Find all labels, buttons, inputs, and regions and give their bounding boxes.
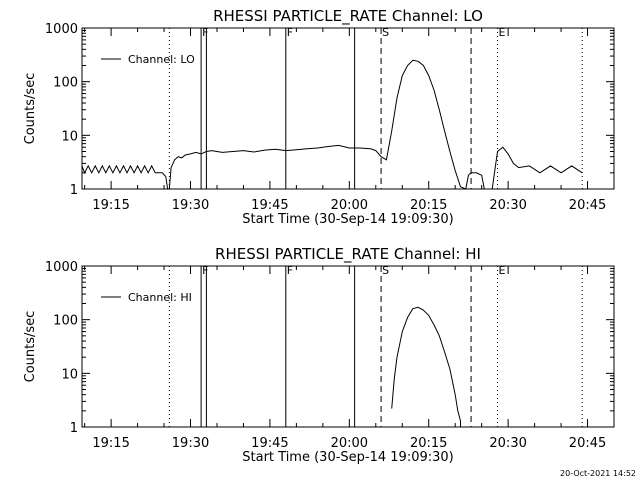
event-marker-label: S	[382, 26, 389, 39]
event-marker-label: F	[287, 264, 293, 277]
x-tick-label: 20:45	[569, 198, 606, 213]
event-marker-label: E	[499, 26, 506, 39]
chart-title: RHESSI PARTICLE_RATE Channel: LO	[213, 7, 483, 26]
event-marker-label: S	[382, 264, 389, 277]
x-tick-label: 20:00	[331, 198, 368, 213]
y-tick-label: 1	[70, 421, 78, 436]
x-tick-label: 19:45	[251, 198, 288, 213]
y-tick-label: 1	[70, 183, 78, 198]
chart-panel-1: RHESSI PARTICLE_RATE Channel: LO Start Ti…	[23, 7, 615, 227]
x-tick-label: 20:30	[489, 436, 526, 451]
y-axis-label: Counts/sec	[23, 311, 38, 383]
legend-entry: Channel: LO	[128, 53, 195, 66]
x-tick-label: 19:15	[92, 198, 129, 213]
x-tick-label: 20:00	[331, 436, 368, 451]
y-tick-label: 1000	[45, 260, 78, 275]
event-marker-label: F	[202, 26, 208, 39]
timestamp: 20-Oct-2021 14:52	[560, 469, 636, 478]
series-line	[391, 306, 461, 427]
plot-frame	[81, 27, 615, 190]
y-tick-label: 1000	[45, 22, 78, 37]
event-marker-label: E	[499, 264, 506, 277]
x-tick-label: 19:15	[92, 436, 129, 451]
y-tick-label: 100	[53, 76, 78, 91]
y-tick-label: 10	[61, 367, 78, 382]
y-tick-label: 100	[53, 314, 78, 329]
x-tick-label: 20:45	[569, 436, 606, 451]
event-marker-label: F	[287, 26, 293, 39]
x-tick-label: 19:45	[251, 436, 288, 451]
x-tick-label: 20:15	[410, 198, 447, 213]
chart-panel-2: RHESSI PARTICLE_RATE Channel: HI Start Ti…	[23, 245, 615, 465]
x-axis-label: Start Time (30-Sep-14 19:09:30)	[242, 450, 453, 465]
x-tick-label: 19:30	[172, 436, 209, 451]
x-axis-label: Start Time (30-Sep-14 19:09:30)	[242, 212, 453, 227]
x-tick-label: 20:15	[410, 436, 447, 451]
y-axis-label: Counts/sec	[23, 73, 38, 145]
event-marker-label: F	[202, 264, 208, 277]
x-tick-label: 19:30	[172, 198, 209, 213]
series-line	[82, 59, 583, 189]
x-tick-label: 20:30	[489, 198, 526, 213]
plot-frame	[81, 265, 615, 428]
chart-title: RHESSI PARTICLE_RATE Channel: HI	[215, 245, 481, 264]
y-tick-label: 10	[61, 129, 78, 144]
legend-entry: Channel: HI	[128, 291, 192, 304]
